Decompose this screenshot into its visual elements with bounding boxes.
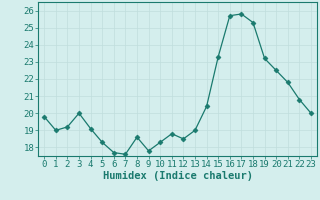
X-axis label: Humidex (Indice chaleur): Humidex (Indice chaleur) — [103, 171, 252, 181]
